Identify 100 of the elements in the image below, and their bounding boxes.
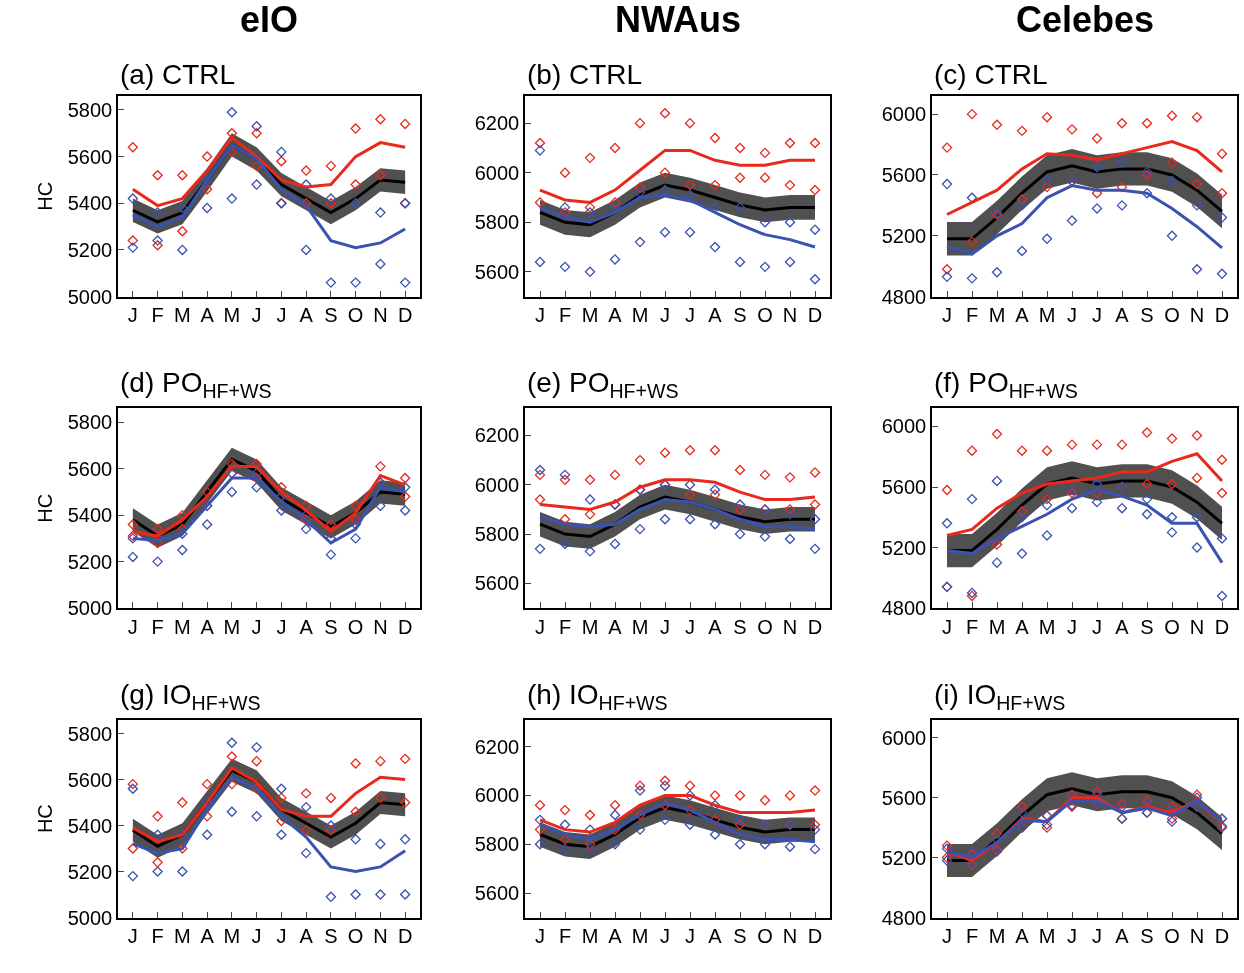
chart-title: NWAus [615,0,741,40]
x-tick-label: J [660,304,670,327]
x-tick-label: J [251,615,262,638]
x-tick-label: M [988,615,1006,638]
x-tick-label: N [373,304,388,327]
x-tick-label: A [708,304,723,327]
x-tick-label: S [324,304,338,327]
x-tick-label: D [1214,304,1230,327]
x-tick-label: J [685,304,695,327]
x-tick-label: J [1067,304,1077,327]
chart-subtitle: (g) IO$_{HF+WS}$ [120,679,261,714]
y-tick-label: 6000 [881,726,927,749]
x-tick-label: A [1115,615,1130,638]
chart-subtitle: (d) PO$_{HF+WS}$ [120,367,272,402]
x-tick-label: A [1115,304,1130,327]
x-tick-label: D [1214,925,1230,948]
x-tick-label: J [660,615,670,638]
x-tick-label: A [1115,925,1130,948]
chart-title: Celebes [1016,0,1155,40]
x-tick-label: F [558,925,572,948]
x-tick-label: J [127,615,138,638]
x-tick-label: M [223,615,241,638]
y-axis-title: HC [33,804,56,834]
x-tick-label: A [200,304,215,327]
x-tick-label: S [1140,304,1154,327]
x-tick-label: J [1067,925,1077,948]
y-tick-label: 5600 [474,260,520,283]
x-tick-label: A [200,925,215,948]
x-tick-label: F [965,615,979,638]
x-tick-label: J [685,615,695,638]
y-tick-label: 5600 [67,457,113,480]
x-tick-label: A [608,925,623,948]
x-tick-label: S [1140,925,1154,948]
x-tick-label: F [965,925,979,948]
x-tick-label: J [942,925,952,948]
y-tick-label: 6200 [474,735,520,758]
chart-subtitle: (a) CTRL [120,59,236,90]
x-tick-label: M [174,615,191,638]
x-tick-label: D [1214,615,1230,638]
x-tick-label: N [373,615,388,638]
x-tick-label: A [200,615,215,638]
chart-subtitle: (e) PO$_{HF+WS}$ [527,367,679,402]
x-tick-label: N [373,925,388,948]
y-tick-label: 4800 [881,285,927,308]
x-tick-label: S [733,615,747,638]
x-tick-label: J [276,615,287,638]
x-tick-label: J [685,925,695,948]
x-tick-label: D [807,304,823,327]
x-tick-label: M [581,925,599,948]
x-tick-label: A [299,304,314,327]
y-tick-label: 5200 [67,860,113,883]
x-tick-label: O [757,304,773,327]
x-tick-label: J [276,925,287,948]
y-tick-label: 6000 [474,161,520,184]
x-tick-label: D [397,304,413,327]
x-tick-label: O [347,304,364,327]
x-tick-label: N [1189,925,1205,948]
x-tick-label: F [151,615,164,638]
x-tick-label: M [1038,615,1056,638]
x-tick-label: J [1092,615,1102,638]
y-axis-title: HC [33,493,56,523]
x-tick-label: S [324,925,338,948]
y-tick-label: 5000 [67,597,113,620]
x-tick-label: A [708,925,723,948]
x-tick-label: S [1140,615,1154,638]
y-tick-label: 5600 [881,786,927,809]
x-tick-label: D [807,925,823,948]
y-tick-label: 4800 [881,597,927,620]
x-tick-label: A [1015,304,1030,327]
y-tick-label: 5800 [474,833,520,856]
x-tick-label: M [988,925,1006,948]
x-tick-label: A [1015,925,1030,948]
x-tick-label: F [558,615,572,638]
y-tick-label: 6000 [881,415,927,438]
x-tick-label: M [631,925,649,948]
x-tick-label: J [251,304,262,327]
x-tick-label: F [151,925,164,948]
x-tick-label: J [660,925,670,948]
x-tick-label: A [608,615,623,638]
y-tick-label: 5200 [67,550,113,573]
y-tick-label: 5400 [67,814,113,837]
x-tick-label: D [397,925,413,948]
x-tick-label: J [251,925,262,948]
y-tick-label: 5800 [474,523,520,546]
x-tick-label: A [708,615,723,638]
x-tick-label: A [299,925,314,948]
y-tick-label: 6000 [474,784,520,807]
y-tick-label: 5600 [474,882,520,905]
x-tick-label: A [299,615,314,638]
x-tick-label: J [942,615,952,638]
x-tick-label: A [1015,615,1030,638]
y-tick-label: 5200 [67,238,113,261]
x-tick-label: J [535,304,545,327]
x-tick-label: J [127,925,138,948]
y-axis-title: HC [33,181,56,211]
x-tick-label: M [1038,925,1056,948]
x-tick-label: M [223,304,241,327]
x-tick-label: J [942,304,952,327]
y-tick-label: 5800 [474,211,520,234]
x-tick-label: M [988,304,1006,327]
